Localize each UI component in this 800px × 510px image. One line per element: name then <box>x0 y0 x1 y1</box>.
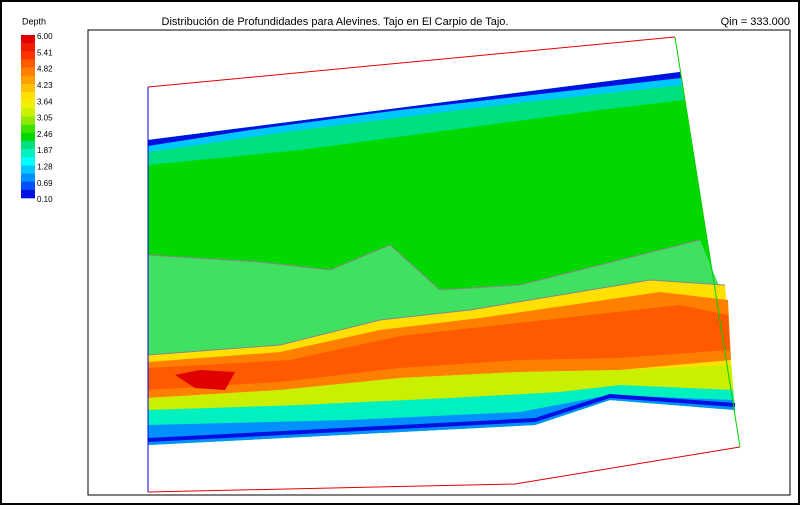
legend-swatch <box>21 189 35 199</box>
legend-swatch <box>21 83 35 93</box>
legend-swatch <box>21 75 35 85</box>
legend-swatch <box>21 51 35 60</box>
plot-frame <box>87 29 791 496</box>
legend-swatch <box>21 67 35 77</box>
boundary <box>674 36 741 448</box>
depth-fill <box>175 370 235 390</box>
legend-label: 4.23 <box>37 81 53 90</box>
legend-swatch <box>21 100 35 109</box>
boundary <box>147 446 741 493</box>
legend-label: 4.82 <box>37 65 53 74</box>
legend-swatch <box>21 108 35 117</box>
legend-label: 0.10 <box>37 195 53 204</box>
contour <box>147 279 726 356</box>
legend: 6.00 5.41 4.82 4.23 3.64 3.05 2.46 1.87 1.28 0.69… <box>21 32 53 204</box>
legend-swatch <box>21 132 35 142</box>
depth-fill <box>148 72 681 146</box>
legend-swatch <box>21 173 35 182</box>
boundary <box>147 36 676 88</box>
legend-swatch <box>21 181 35 191</box>
legend-label: 0.69 <box>37 179 53 188</box>
depth-fill <box>148 305 730 390</box>
legend-label: 1.28 <box>37 163 53 172</box>
legend-swatch <box>21 116 35 125</box>
bank <box>147 393 736 442</box>
legend-swatch <box>21 35 35 44</box>
title: Distribución de Profundidades para Alevi… <box>162 16 509 28</box>
legend-swatch <box>21 92 35 101</box>
legend-label: 6.00 <box>37 32 53 41</box>
qin-label: Qin = 333.000 <box>721 16 790 28</box>
legend-swatch <box>21 149 35 158</box>
legend-swatch <box>21 157 35 166</box>
legend-label: 2.46 <box>37 130 53 139</box>
legend-swatch <box>21 124 35 134</box>
legend-label: 1.87 <box>37 146 53 155</box>
legend-swatch <box>21 165 35 174</box>
legend-label: 5.41 <box>37 48 53 57</box>
legend-label: 3.05 <box>37 114 53 123</box>
legend-swatch <box>21 140 35 150</box>
contour <box>147 239 701 291</box>
legend-title: Depth <box>22 16 46 26</box>
legend-swatch <box>21 43 35 52</box>
legend-label: 3.64 <box>37 97 53 106</box>
legend-swatch <box>21 59 35 68</box>
river <box>147 72 736 445</box>
